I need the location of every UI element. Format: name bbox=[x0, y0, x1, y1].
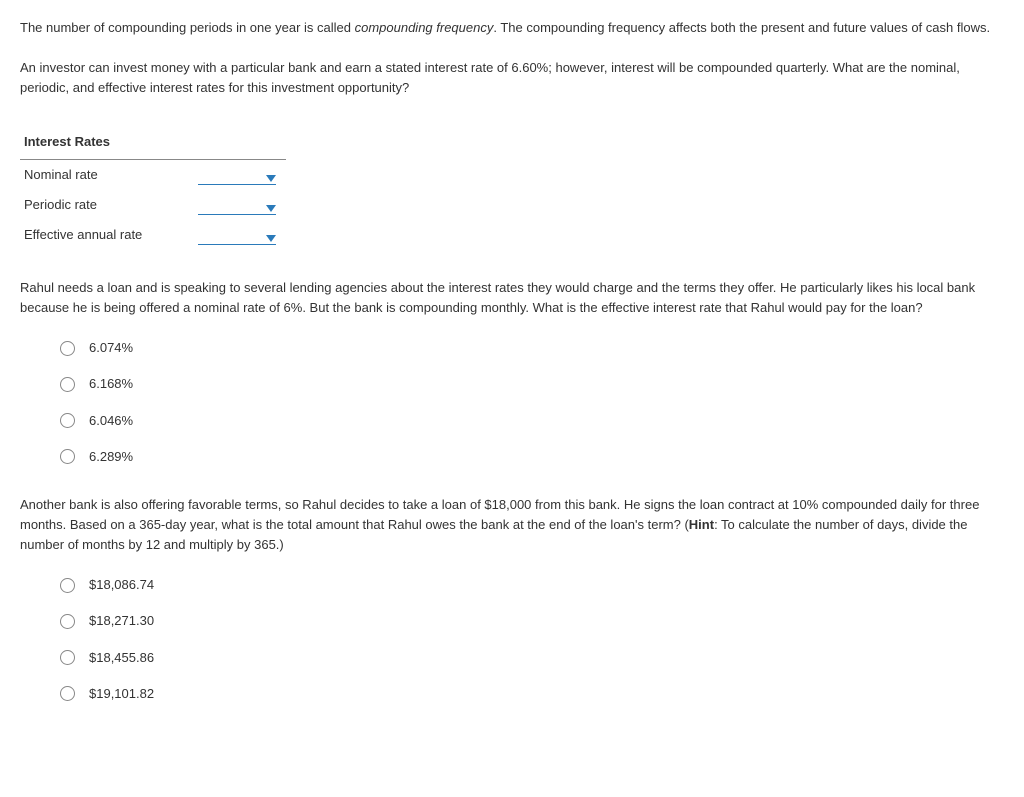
term-compounding-frequency: compounding frequency bbox=[355, 20, 494, 35]
option-row[interactable]: $18,455.86 bbox=[60, 648, 1004, 668]
rate-label-periodic: Periodic rate bbox=[20, 190, 194, 220]
option-label: 6.046% bbox=[89, 411, 133, 431]
option-row[interactable]: 6.046% bbox=[60, 411, 1004, 431]
option-label: 6.168% bbox=[89, 374, 133, 394]
intro-text-1b: . The compounding frequency affects both… bbox=[493, 20, 990, 35]
intro-section: The number of compounding periods in one… bbox=[20, 18, 1004, 98]
option-label: 6.074% bbox=[89, 338, 133, 358]
intro-text-1a: The number of compounding periods in one… bbox=[20, 20, 355, 35]
radio-icon bbox=[60, 686, 75, 701]
hint-label: Hint bbox=[689, 517, 714, 532]
rate-label-effective: Effective annual rate bbox=[20, 220, 194, 250]
rate-label-nominal: Nominal rate bbox=[20, 159, 194, 190]
option-row[interactable]: $18,086.74 bbox=[60, 575, 1004, 595]
interest-rates-table: Interest Rates Nominal rate Periodic rat… bbox=[20, 126, 286, 250]
chevron-down-icon bbox=[266, 205, 276, 212]
question-2-text: Rahul needs a loan and is speaking to se… bbox=[20, 278, 1004, 318]
radio-icon bbox=[60, 614, 75, 629]
radio-icon bbox=[60, 377, 75, 392]
intro-paragraph-2: An investor can invest money with a part… bbox=[20, 58, 1004, 98]
chevron-down-icon bbox=[266, 175, 276, 182]
nominal-rate-dropdown[interactable] bbox=[198, 168, 276, 185]
radio-icon bbox=[60, 341, 75, 356]
radio-icon bbox=[60, 650, 75, 665]
question-2-options: 6.074% 6.168% 6.046% 6.289% bbox=[60, 338, 1004, 467]
chevron-down-icon bbox=[266, 235, 276, 242]
table-row: Effective annual rate bbox=[20, 220, 286, 250]
option-label: $18,086.74 bbox=[89, 575, 154, 595]
option-row[interactable]: $18,271.30 bbox=[60, 611, 1004, 631]
radio-icon bbox=[60, 578, 75, 593]
intro-paragraph-1: The number of compounding periods in one… bbox=[20, 18, 1004, 38]
option-label: $19,101.82 bbox=[89, 684, 154, 704]
option-label: 6.289% bbox=[89, 447, 133, 467]
table-row: Periodic rate bbox=[20, 190, 286, 220]
effective-rate-dropdown[interactable] bbox=[198, 228, 276, 245]
option-label: $18,271.30 bbox=[89, 611, 154, 631]
table-row: Nominal rate bbox=[20, 159, 286, 190]
radio-icon bbox=[60, 449, 75, 464]
option-label: $18,455.86 bbox=[89, 648, 154, 668]
option-row[interactable]: $19,101.82 bbox=[60, 684, 1004, 704]
option-row[interactable]: 6.074% bbox=[60, 338, 1004, 358]
question-3-text: Another bank is also offering favorable … bbox=[20, 495, 1004, 555]
option-row[interactable]: 6.289% bbox=[60, 447, 1004, 467]
rates-table-header: Interest Rates bbox=[20, 126, 286, 159]
question-3-options: $18,086.74 $18,271.30 $18,455.86 $19,101… bbox=[60, 575, 1004, 704]
periodic-rate-dropdown[interactable] bbox=[198, 198, 276, 215]
option-row[interactable]: 6.168% bbox=[60, 374, 1004, 394]
radio-icon bbox=[60, 413, 75, 428]
